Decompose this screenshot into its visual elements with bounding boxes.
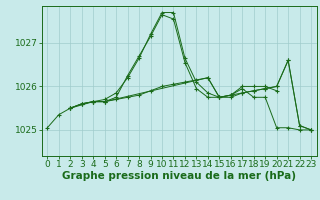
X-axis label: Graphe pression niveau de la mer (hPa): Graphe pression niveau de la mer (hPa): [62, 171, 296, 181]
